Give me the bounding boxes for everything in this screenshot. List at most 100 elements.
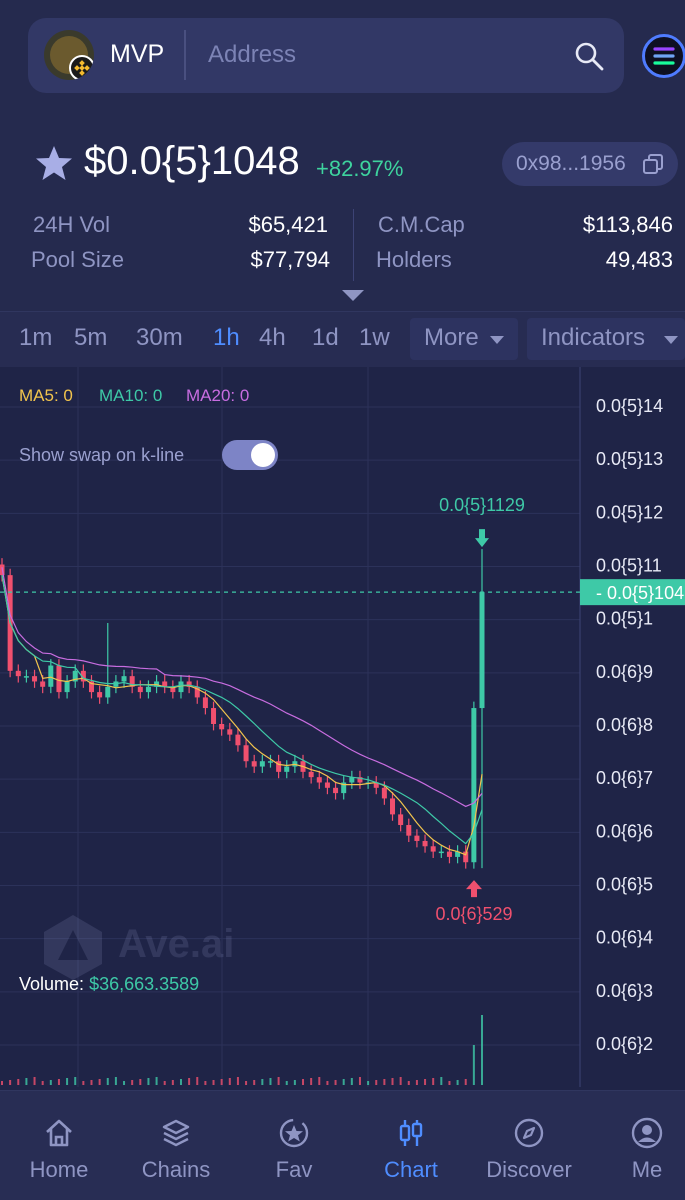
volume-bar: [123, 1081, 126, 1085]
token-name[interactable]: MVP: [110, 40, 165, 68]
y-tick-label: 0.0{6}5: [596, 875, 653, 895]
toggle-knob: [251, 443, 275, 467]
more-intervals-dropdown[interactable]: More: [410, 318, 518, 360]
header: MVP: [0, 0, 685, 113]
tab-1m[interactable]: 1m: [19, 324, 53, 351]
stats-divider: [353, 209, 354, 281]
candle-body: [267, 761, 273, 763]
kline-chart[interactable]: 0.0{5}14 0.0{5}13 0.0{5}12 0.0{5}11 0.0{5}1 0…: [0, 367, 685, 1090]
volume-bar: [212, 1080, 215, 1085]
y-tick-label: 0.0{6}9: [596, 662, 653, 682]
home-icon: [46, 1119, 72, 1147]
candle-body: [398, 814, 404, 826]
more-label: More: [424, 324, 479, 351]
nav-chart[interactable]: Chart: [352, 1091, 470, 1200]
candle-body: [446, 851, 452, 857]
nav-home[interactable]: Home: [0, 1091, 118, 1200]
volume-bar: [399, 1077, 402, 1085]
volume-bar: [424, 1079, 427, 1085]
candle-body: [211, 708, 217, 724]
nav-fav[interactable]: Fav: [235, 1091, 353, 1200]
candle-body: [333, 787, 339, 794]
candle-body: [178, 681, 184, 693]
volume-bar: [326, 1081, 329, 1085]
volume-bar: [285, 1081, 288, 1085]
tab-1w[interactable]: 1w: [359, 324, 390, 351]
tab-1d[interactable]: 1d: [312, 324, 339, 351]
candle-body: [15, 670, 21, 677]
candle-body: [455, 851, 461, 857]
y-tick-label: 0.0{6}6: [596, 821, 653, 841]
candle-body: [414, 835, 420, 841]
nav-chains[interactable]: Chains: [117, 1091, 235, 1200]
volume-bar: [310, 1078, 313, 1085]
copy-icon[interactable]: [642, 153, 664, 175]
holders-label: Holders: [376, 247, 452, 272]
volume-bar: [350, 1078, 353, 1085]
nav-home-label: Home: [29, 1157, 89, 1182]
candle-body: [381, 787, 387, 799]
y-tick-label: 0.0{6}3: [596, 981, 653, 1001]
y-tick-label: 0.0{5}12: [596, 502, 663, 522]
contract-address-pill[interactable]: 0x98...1956: [502, 142, 678, 186]
chevron-down-icon: [664, 336, 678, 344]
tab-1h[interactable]: 1h: [213, 324, 240, 351]
candle-body: [80, 670, 86, 682]
layers-icon: [162, 1119, 190, 1147]
tab-30m[interactable]: 30m: [136, 324, 183, 351]
holders-value: 49,483: [605, 247, 673, 272]
watermark-text: Ave.ai: [118, 922, 235, 966]
volume-bar: [147, 1078, 150, 1085]
volume-bar: [277, 1077, 280, 1085]
search-bar[interactable]: MVP: [28, 18, 624, 93]
indicators-label: Indicators: [541, 324, 646, 351]
price-chart-canvas[interactable]: 0.0{5}14 0.0{5}13 0.0{5}12 0.0{5}11 0.0{5}1 0…: [0, 367, 685, 1090]
candle-body: [105, 686, 111, 698]
candle-body: [88, 681, 94, 693]
volume-bar: [342, 1079, 345, 1085]
candle-body: [259, 761, 265, 767]
nav-fav-label: Fav: [275, 1157, 313, 1182]
volume-bar: [66, 1078, 69, 1085]
vol-value: $65,421: [248, 212, 328, 237]
volume-bar: [293, 1080, 296, 1085]
volume-bar: [114, 1077, 117, 1085]
solana-chain-icon[interactable]: [642, 34, 685, 78]
candle-body: [251, 761, 257, 767]
volume-bar: [131, 1080, 134, 1085]
address-search-input[interactable]: [208, 34, 548, 76]
current-price-label: - 0.0{5}1048: [596, 583, 685, 603]
show-swap-toggle[interactable]: [222, 440, 278, 470]
ma5-line: [1, 574, 483, 856]
favorite-star-icon[interactable]: [34, 143, 74, 183]
volume-bar: [415, 1080, 418, 1085]
candle-body: [373, 782, 379, 788]
vol-label: 24H Vol: [33, 212, 111, 237]
bnb-chain-badge-icon: [69, 55, 94, 80]
low-price-label: 0.0{6}529: [435, 904, 512, 924]
tab-4h[interactable]: 4h: [259, 324, 286, 351]
volume-bar: [472, 1045, 475, 1085]
token-logo[interactable]: [44, 30, 94, 80]
high-price-label: 0.0{5}1129: [439, 495, 525, 515]
candle-body: [438, 851, 444, 854]
expand-chevron-icon[interactable]: [342, 290, 364, 301]
candle-body: [463, 851, 469, 863]
pool-size-value: $77,794: [250, 247, 330, 272]
volume-bar: [179, 1079, 182, 1085]
volume-bar: [1, 1081, 3, 1085]
nav-me-label: Me: [631, 1157, 663, 1182]
search-icon[interactable]: [573, 40, 605, 72]
candle-body: [145, 686, 151, 693]
candle-body: [316, 777, 322, 783]
nav-me[interactable]: Me: [588, 1091, 685, 1200]
nav-discover[interactable]: Discover: [470, 1091, 588, 1200]
tab-5m[interactable]: 5m: [74, 324, 108, 351]
volume-bar: [204, 1081, 207, 1085]
candle-body: [48, 665, 54, 687]
candlestick-icon: [399, 1120, 423, 1146]
y-tick-label: 0.0{6}2: [596, 1034, 653, 1054]
volume-bar: [49, 1080, 52, 1085]
candle-body: [324, 782, 330, 788]
indicators-dropdown[interactable]: Indicators: [527, 318, 685, 360]
